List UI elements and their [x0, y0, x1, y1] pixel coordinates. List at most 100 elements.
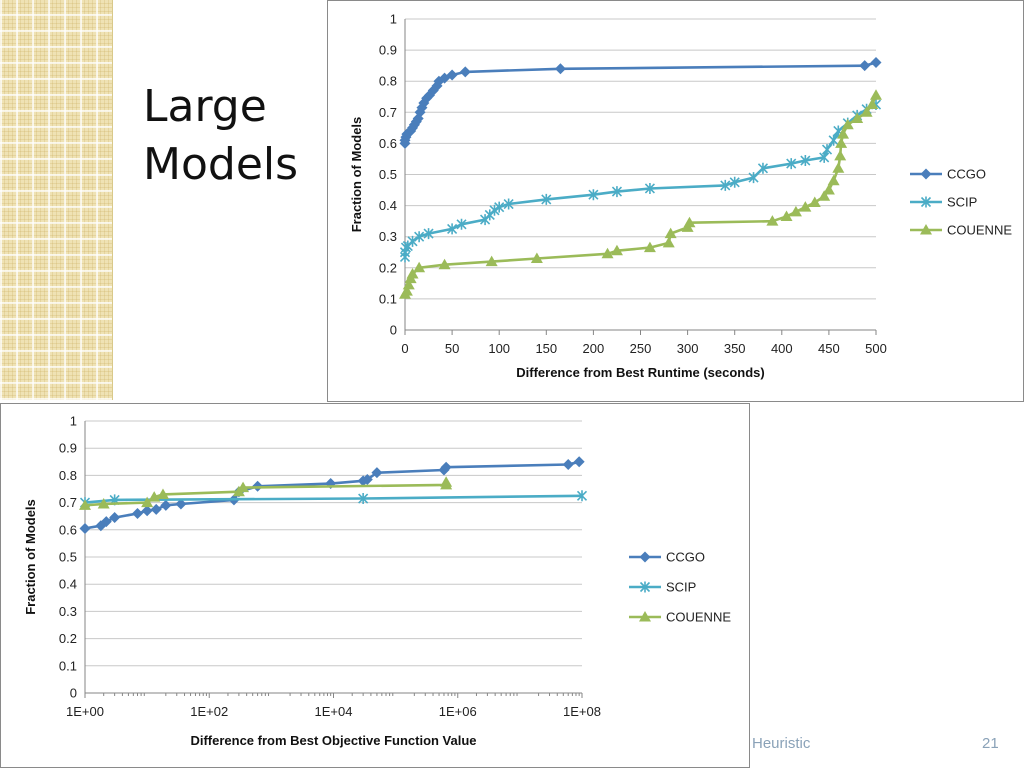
- data-point-scip: [489, 204, 500, 216]
- data-point-scip: [828, 134, 839, 146]
- legend-item-scip: SCIP: [910, 195, 977, 210]
- data-point-ccgo: [109, 512, 121, 524]
- data-point-couenne: [148, 491, 161, 502]
- data-point-scip: [729, 176, 740, 188]
- data-point-ccgo: [371, 467, 383, 479]
- data-point-couenne: [834, 149, 847, 161]
- footer-text: Heuristic: [752, 735, 811, 752]
- data-point-ccgo: [446, 69, 458, 81]
- data-point-couenne: [860, 106, 873, 117]
- data-point-scip: [358, 493, 369, 505]
- y-tick-label: 0: [390, 323, 397, 338]
- data-point-couenne: [530, 252, 543, 263]
- series-line-scip: [84, 494, 583, 504]
- data-point-scip: [588, 189, 599, 201]
- y-tick-label: 0.1: [59, 658, 77, 673]
- series-line-scip: [403, 103, 877, 257]
- decorative-side-pattern: [0, 0, 112, 400]
- legend-label: COUENNE: [666, 610, 731, 625]
- y-axis-title: Fraction of Models: [349, 117, 364, 233]
- data-point-couenne: [808, 196, 821, 207]
- chart-svg: 0 0.1 0.2 0.3 0.4 0.5 0.6 0.7 0.8 0.9 1 0 50 100 150 20…: [349, 12, 1012, 381]
- data-point-scip: [757, 162, 769, 174]
- data-point-couenne: [841, 118, 854, 130]
- slide-title: Large Models: [143, 81, 299, 190]
- y-tick-label: 0.9: [379, 43, 397, 58]
- y-tick-label: 0.4: [59, 577, 77, 592]
- x-tick-label: 1E+02: [190, 704, 228, 719]
- series-scip: [399, 99, 882, 263]
- data-point-couenne: [789, 205, 802, 217]
- chart-svg: 0 0.1 0.2 0.3 0.4 0.5 0.6 0.7 0.8 0.9 1 1E+00 1E+02 1…: [23, 414, 731, 749]
- data-point-couenne: [610, 244, 623, 256]
- y-axis-title: Fraction of Models: [23, 499, 38, 615]
- data-point-ccgo: [141, 505, 153, 517]
- legend-marker: [920, 168, 932, 180]
- data-point-scip: [611, 186, 623, 198]
- x-tick-label: 350: [724, 341, 746, 356]
- data-point-couenne: [156, 488, 169, 499]
- x-tick-label: 450: [818, 341, 840, 356]
- data-point-couenne: [141, 496, 154, 508]
- data-point-ccgo: [427, 85, 439, 97]
- legend-marker: [639, 581, 651, 593]
- y-tick-label: 1: [390, 12, 397, 27]
- data-point-couenne: [866, 98, 879, 110]
- y-tick-label: 0: [70, 686, 77, 701]
- data-point-couenne: [413, 261, 426, 273]
- data-point-ccgo: [423, 89, 435, 101]
- y-tick-label: 0.9: [59, 441, 77, 456]
- data-point-couenne: [870, 89, 882, 100]
- data-point-ccgo: [562, 459, 574, 471]
- data-point-scip: [821, 144, 833, 156]
- data-point-couenne: [438, 258, 451, 270]
- y-tick-label: 0.3: [59, 604, 77, 619]
- objective-chart: 0 0.1 0.2 0.3 0.4 0.5 0.6 0.7 0.8 0.9 1 1E+00 1E+02 1…: [0, 403, 750, 768]
- data-point-couenne: [780, 210, 793, 221]
- data-point-couenne: [440, 476, 453, 487]
- x-tick-label: 1E+04: [315, 704, 353, 719]
- legend-marker: [920, 196, 932, 208]
- data-point-scip: [407, 235, 418, 247]
- data-point-ccgo: [160, 499, 172, 511]
- x-tick-label: 500: [865, 341, 887, 356]
- data-point-ccgo: [421, 92, 433, 104]
- legend-item-ccgo: CCGO: [910, 167, 986, 182]
- legend-marker: [920, 224, 932, 235]
- data-point-scip: [748, 172, 759, 184]
- data-point-scip: [494, 201, 505, 213]
- x-axis-title: Difference from Best Runtime (seconds): [516, 365, 765, 380]
- series-couenne: [399, 89, 882, 299]
- y-tick-label: 0.7: [59, 495, 77, 510]
- data-point-couenne: [832, 162, 845, 173]
- data-point-couenne: [822, 184, 835, 195]
- y-tick-label: 0.7: [379, 105, 397, 120]
- legend-label: COUENNE: [947, 223, 1012, 238]
- legend-label: SCIP: [947, 195, 977, 210]
- legend-marker: [639, 551, 651, 563]
- side-divider: [112, 0, 113, 400]
- data-point-ccgo: [95, 520, 107, 532]
- series-couenne: [79, 476, 453, 510]
- data-point-ccgo: [459, 66, 471, 78]
- data-point-couenne: [402, 278, 415, 290]
- y-tick-label: 0.3: [379, 229, 397, 244]
- data-point-couenne: [601, 247, 614, 259]
- y-tick-label: 0.2: [379, 260, 397, 275]
- data-point-couenne: [97, 497, 110, 509]
- y-tick-label: 0.4: [379, 198, 397, 213]
- data-point-ccgo: [132, 507, 144, 519]
- data-point-couenne: [766, 215, 779, 226]
- data-point-ccgo: [573, 456, 585, 468]
- data-point-couenne: [662, 236, 675, 248]
- data-point-couenne: [827, 174, 840, 186]
- series-line-ccgo: [403, 61, 877, 144]
- x-tick-label: 0: [401, 341, 408, 356]
- x-tick-label: 200: [583, 341, 605, 356]
- data-point-couenne: [837, 128, 850, 139]
- data-point-scip: [644, 182, 655, 194]
- data-point-scip: [576, 490, 588, 502]
- data-point-scip: [800, 155, 811, 167]
- data-point-ccgo: [440, 461, 452, 473]
- legend-marker: [639, 611, 651, 622]
